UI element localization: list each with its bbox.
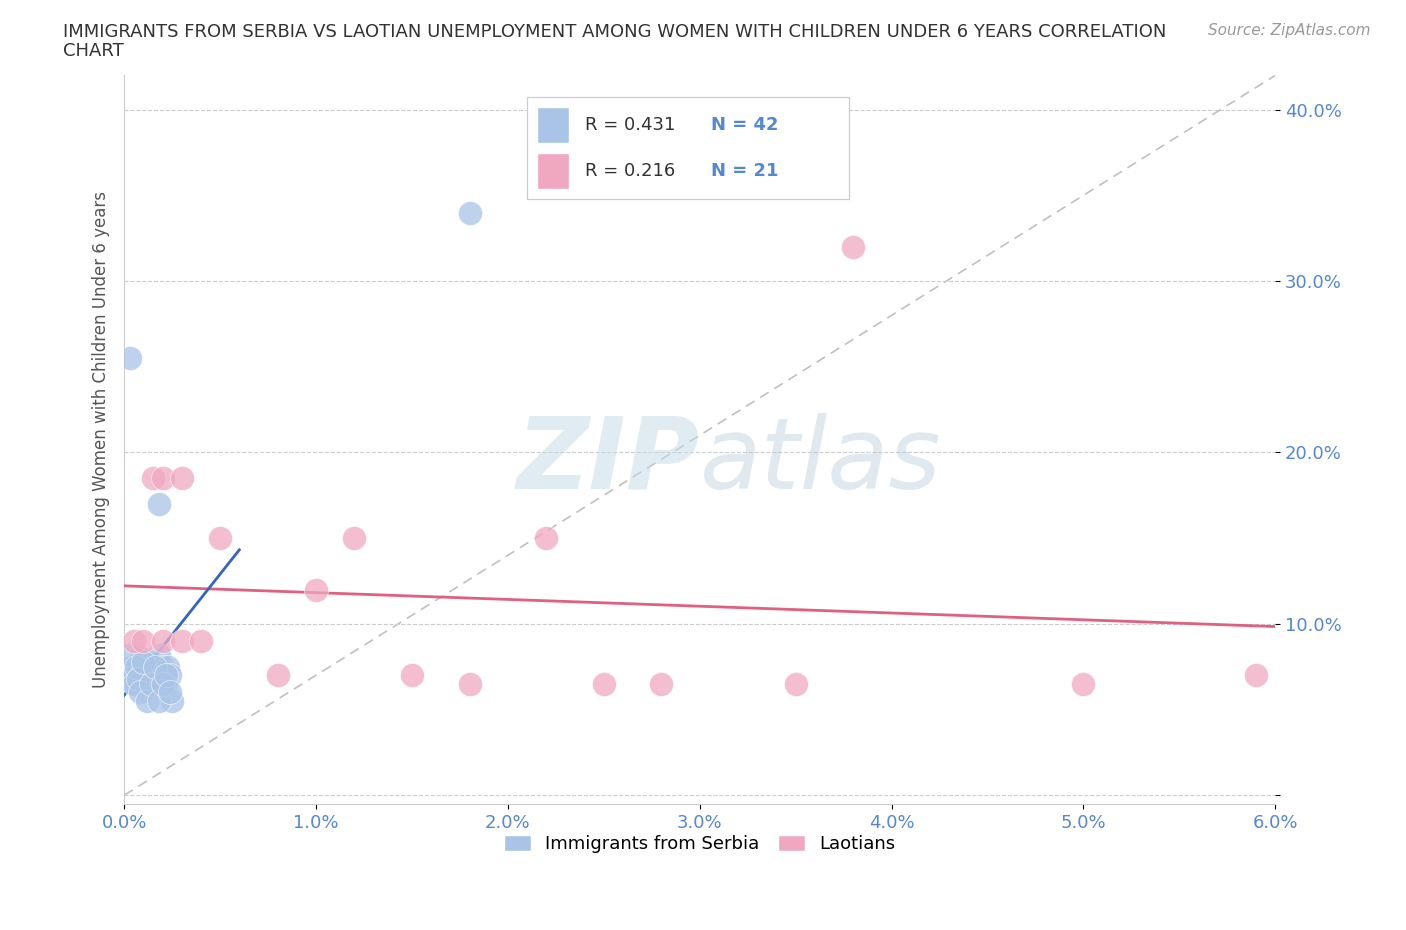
Point	[139, 676, 162, 691]
Text: atlas: atlas	[700, 413, 942, 510]
Point	[148, 497, 170, 512]
Point	[118, 351, 141, 365]
Point	[142, 471, 165, 485]
Point	[122, 676, 145, 691]
Point	[143, 659, 166, 674]
Point	[127, 671, 149, 686]
Point	[146, 671, 169, 686]
Point	[536, 531, 558, 546]
Point	[842, 239, 865, 254]
Point	[401, 668, 423, 683]
Point	[458, 206, 481, 220]
Text: ZIP: ZIP	[517, 413, 700, 510]
Point	[128, 685, 150, 700]
Point	[592, 676, 614, 691]
Point	[127, 659, 149, 674]
Point	[143, 676, 166, 691]
Point	[118, 647, 141, 662]
Point	[458, 676, 481, 691]
Point	[152, 659, 174, 674]
Point	[155, 668, 177, 683]
Text: CHART: CHART	[63, 42, 124, 60]
Point	[190, 633, 212, 648]
Point	[117, 671, 139, 686]
Point	[131, 651, 153, 666]
Point	[785, 676, 807, 691]
Point	[132, 664, 155, 679]
Point	[142, 664, 165, 679]
Point	[136, 694, 159, 709]
Point	[159, 685, 181, 700]
Text: Source: ZipAtlas.com: Source: ZipAtlas.com	[1208, 23, 1371, 38]
Point	[152, 471, 174, 485]
Point	[1073, 676, 1095, 691]
Y-axis label: Unemployment Among Women with Children Under 6 years: Unemployment Among Women with Children U…	[93, 191, 110, 688]
Point	[134, 659, 156, 674]
Point	[159, 668, 181, 683]
Point	[1244, 668, 1267, 683]
Point	[170, 633, 193, 648]
Point	[121, 659, 143, 674]
Point	[118, 664, 141, 679]
Point	[160, 694, 183, 709]
Point	[650, 676, 672, 691]
Point	[152, 676, 174, 691]
Point	[155, 676, 177, 691]
Point	[266, 668, 288, 683]
Point	[157, 659, 180, 674]
Point	[305, 582, 328, 597]
Point	[128, 668, 150, 683]
Point	[209, 531, 232, 546]
Legend: Immigrants from Serbia, Laotians: Immigrants from Serbia, Laotians	[496, 828, 903, 860]
Point	[152, 676, 174, 691]
Point	[122, 633, 145, 648]
Point	[148, 647, 170, 662]
Point	[136, 671, 159, 686]
Point	[148, 694, 170, 709]
Point	[132, 654, 155, 669]
Point	[149, 668, 172, 683]
Text: IMMIGRANTS FROM SERBIA VS LAOTIAN UNEMPLOYMENT AMONG WOMEN WITH CHILDREN UNDER 6: IMMIGRANTS FROM SERBIA VS LAOTIAN UNEMPL…	[63, 23, 1167, 41]
Point	[343, 531, 366, 546]
Point	[153, 664, 176, 679]
Point	[170, 471, 193, 485]
Point	[122, 668, 145, 683]
Point	[138, 654, 160, 669]
Point	[152, 633, 174, 648]
Point	[132, 676, 155, 691]
Point	[125, 659, 148, 674]
Point	[139, 676, 162, 691]
Point	[132, 633, 155, 648]
Point	[125, 676, 148, 691]
